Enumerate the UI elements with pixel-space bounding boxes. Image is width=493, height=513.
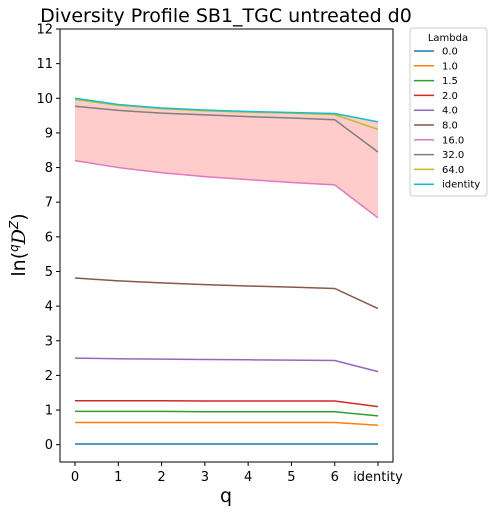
legend-label: 1.0 bbox=[442, 61, 458, 72]
legend-label: identity bbox=[442, 180, 480, 191]
x-tick-label: identity bbox=[353, 470, 403, 485]
y-tick-label: 11 bbox=[36, 57, 53, 72]
y-tick-label: 3 bbox=[45, 334, 53, 349]
legend-label: 1.5 bbox=[442, 76, 458, 87]
y-tick-label: 7 bbox=[45, 196, 53, 211]
x-tick-label: 5 bbox=[287, 470, 295, 485]
legend-item-1-0: 1.0 bbox=[414, 61, 458, 72]
y-axis-label-sup-q: q bbox=[7, 244, 21, 252]
y-tick-label: 8 bbox=[45, 161, 53, 176]
legend: Lambda 0.0 1.0 1.5 2.0 4.0 8.0 16.0 32.0 64.0 ide… bbox=[409, 27, 488, 197]
y-tick-label: 5 bbox=[45, 265, 53, 280]
y-axis-label: ln(qDZ) bbox=[7, 213, 30, 276]
chart-title: Diversity Profile SB1_TGC untreated d0 bbox=[40, 5, 412, 27]
legend-label: 64.0 bbox=[442, 165, 464, 176]
y-axis-label-open: ln( bbox=[8, 252, 30, 277]
legend-item-0-0: 0.0 bbox=[414, 47, 458, 58]
legend-item-1-5: 1.5 bbox=[414, 76, 458, 87]
legend-label: 32.0 bbox=[442, 150, 464, 161]
legend-label: 4.0 bbox=[442, 106, 458, 117]
y-tick-label: 9 bbox=[45, 126, 53, 141]
series-line-2-0 bbox=[75, 399, 379, 408]
series-line-16-0 bbox=[74, 159, 379, 219]
y-axis-label-sup-z: Z bbox=[7, 220, 21, 230]
y-tick-label: 4 bbox=[45, 300, 53, 315]
y-tick-label: 2 bbox=[45, 369, 53, 384]
y-tick-label: 1 bbox=[45, 404, 53, 419]
legend-items: 0.0 1.0 1.5 2.0 4.0 8.0 16.0 32.0 64.0 identity bbox=[414, 47, 480, 191]
series-line-identity bbox=[74, 97, 379, 123]
y-tick-label: 6 bbox=[45, 230, 53, 245]
plot-background bbox=[60, 29, 393, 462]
legend-item-64-0: 64.0 bbox=[414, 165, 464, 176]
series-line-1-5 bbox=[75, 410, 379, 417]
y-axis-label-close: ) bbox=[8, 213, 30, 220]
legend-label: 0.0 bbox=[442, 47, 458, 58]
legend-item-identity: identity bbox=[414, 180, 480, 191]
legend-label: 16.0 bbox=[442, 135, 464, 146]
legend-label: 2.0 bbox=[442, 91, 458, 102]
x-axis-label: q bbox=[220, 485, 232, 507]
legend-item-8-0: 8.0 bbox=[414, 121, 458, 132]
x-tick-label: 2 bbox=[157, 470, 165, 485]
x-tick-label: 0 bbox=[71, 470, 79, 485]
x-tick-label: 3 bbox=[201, 470, 209, 485]
x-axis-ticks: 0 1 2 3 4 5 6 identity bbox=[71, 462, 403, 485]
shaded-band bbox=[75, 98, 378, 218]
legend-item-2-0: 2.0 bbox=[414, 91, 458, 102]
x-tick-label: 1 bbox=[114, 470, 122, 485]
legend-item-4-0: 4.0 bbox=[414, 106, 458, 117]
legend-item-32-0: 32.0 bbox=[414, 150, 464, 161]
series-line-32-0 bbox=[74, 105, 379, 153]
series-lines bbox=[74, 97, 379, 445]
legend-title: Lambda bbox=[428, 33, 468, 44]
y-tick-label: 0 bbox=[45, 438, 53, 453]
x-tick-label: 6 bbox=[331, 470, 339, 485]
y-axis-label-d: D bbox=[8, 229, 30, 245]
y-tick-label: 12 bbox=[36, 23, 53, 38]
series-line-8-0 bbox=[74, 277, 379, 310]
legend-label: 8.0 bbox=[442, 121, 458, 132]
series-line-1-0 bbox=[75, 421, 379, 427]
y-tick-label: 10 bbox=[36, 92, 53, 107]
legend-item-16-0: 16.0 bbox=[414, 135, 464, 146]
plot-frame bbox=[59, 28, 394, 463]
series-line-4-0 bbox=[74, 357, 379, 373]
x-tick-label: 4 bbox=[244, 470, 252, 485]
